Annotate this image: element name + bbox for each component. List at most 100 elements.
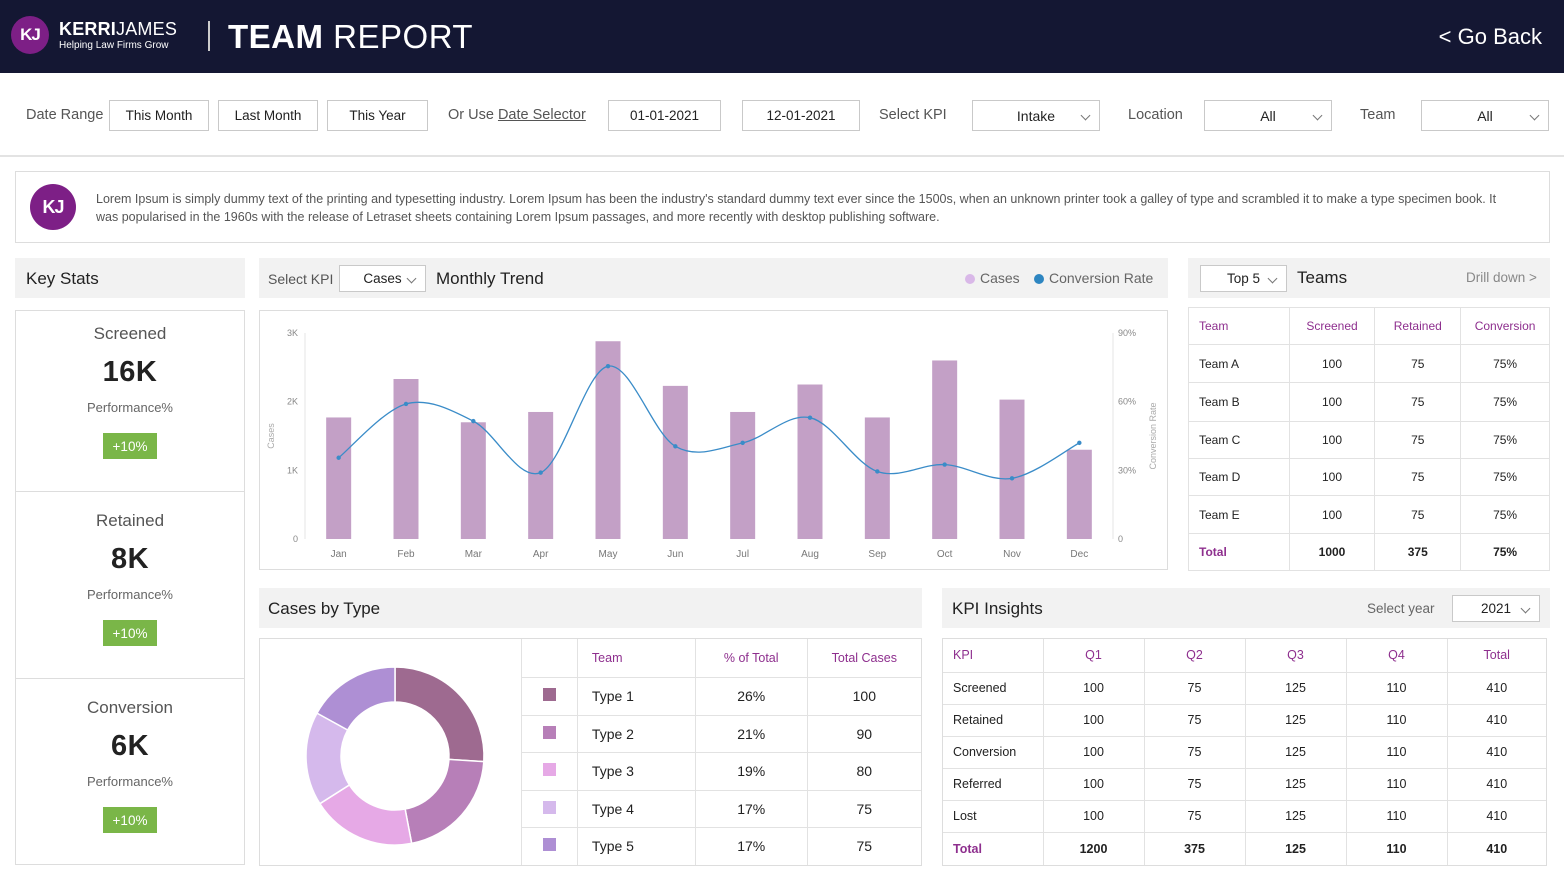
- team-dropdown[interactable]: All: [1421, 100, 1549, 131]
- kpi-dropdown[interactable]: Intake: [972, 100, 1100, 131]
- intro-logo: KJ: [30, 184, 76, 230]
- conversion-cell: 75%: [1460, 495, 1550, 534]
- table-row[interactable]: Team E 100 75 75%: [1188, 495, 1550, 534]
- table-row[interactable]: Type 1 26% 100: [521, 677, 921, 716]
- rate-point-may[interactable]: [605, 363, 611, 369]
- table-row[interactable]: Type 4 17% 75: [521, 790, 921, 828]
- bar-may[interactable]: [595, 341, 621, 539]
- total-cell: 75: [806, 827, 921, 865]
- pct-cell: 26%: [694, 677, 808, 716]
- bar-aug[interactable]: [797, 384, 823, 540]
- drill-down-link[interactable]: Drill down >: [1466, 270, 1537, 285]
- total-cell: 410: [1446, 736, 1546, 769]
- y2-tick-label: 0: [1118, 534, 1123, 544]
- bar-jan[interactable]: [326, 417, 352, 539]
- stat-change-badge: +10%: [103, 807, 157, 833]
- q1-cell: 100: [1042, 800, 1144, 833]
- donut-slice-type-2[interactable]: [404, 758, 485, 845]
- y2-tick-label: 30%: [1118, 465, 1136, 475]
- q1-cell: 100: [1042, 768, 1144, 801]
- bar-jul[interactable]: [730, 411, 756, 539]
- total-cell: 75: [806, 790, 921, 828]
- table-header-row: KPI Q1 Q2 Q3 Q4 Total: [943, 639, 1546, 673]
- teams-table: Team Screened Retained Conversion Team A…: [1188, 307, 1550, 571]
- year-dropdown[interactable]: 2021: [1452, 595, 1540, 622]
- filter-bar: [0, 73, 1564, 157]
- this-year-button[interactable]: This Year: [327, 100, 428, 131]
- table-row[interactable]: Referred 100 75 125 110 410: [943, 768, 1546, 801]
- screened-cell: 100: [1288, 458, 1376, 496]
- cases-by-type-title: Cases by Type: [268, 599, 381, 618]
- table-row[interactable]: Team D 100 75 75%: [1188, 458, 1550, 496]
- pct-cell: 17%: [694, 827, 808, 865]
- x-tick-label: May: [599, 549, 618, 560]
- total-q3-cell: 125: [1244, 832, 1346, 865]
- trend-select-kpi-label: Select KPI: [268, 271, 334, 287]
- table-row[interactable]: Type 5 17% 75: [521, 827, 921, 865]
- table-row[interactable]: Screened 100 75 125 110 410: [943, 672, 1546, 705]
- x-tick-label: Feb: [397, 549, 415, 560]
- last-month-button[interactable]: Last Month: [218, 100, 318, 131]
- x-tick-label: Oct: [937, 549, 953, 560]
- donut-slice-type-1[interactable]: [394, 666, 485, 763]
- this-month-button[interactable]: This Month: [109, 100, 209, 131]
- bar-oct[interactable]: [932, 360, 958, 539]
- total-cell: 410: [1446, 704, 1546, 737]
- column-header: Q3: [1244, 639, 1346, 673]
- rate-point-nov[interactable]: [1009, 476, 1015, 481]
- date-selector-link[interactable]: Date Selector: [497, 107, 586, 123]
- stat-value: 6K: [110, 730, 150, 762]
- table-total-row: Total 1200 375 125 110 410: [943, 832, 1546, 865]
- table-row[interactable]: Conversion 100 75 125 110 410: [943, 736, 1546, 769]
- start-date-field[interactable]: 01-01-2021: [608, 100, 721, 131]
- chevron-down-icon: [1520, 603, 1531, 614]
- q4-cell: 110: [1345, 800, 1447, 833]
- or-use-label: Or Use: [448, 107, 498, 123]
- brand-logo: KJ: [11, 16, 49, 54]
- rate-point-oct[interactable]: [942, 462, 947, 467]
- trend-kpi-dropdown[interactable]: Cases: [339, 265, 426, 292]
- rate-point-aug[interactable]: [807, 415, 813, 420]
- table-row[interactable]: Type 2 21% 90: [521, 715, 921, 753]
- team-name-cell: Team A: [1188, 344, 1290, 383]
- bar-apr[interactable]: [528, 411, 554, 539]
- bar-sep[interactable]: [864, 417, 890, 539]
- bar-jun[interactable]: [662, 385, 688, 539]
- swatch-cell: [521, 752, 578, 791]
- rate-point-jun[interactable]: [673, 444, 678, 449]
- key-stats-header: Key Stats: [15, 258, 245, 298]
- table-row[interactable]: Type 3 19% 80: [521, 752, 921, 791]
- screened-cell: 100: [1288, 421, 1376, 459]
- top-n-value: Top 5: [1226, 271, 1261, 286]
- table-row[interactable]: Team C 100 75 75%: [1188, 421, 1550, 459]
- table-header-row: Team Screened Retained Conversion: [1188, 307, 1550, 345]
- table-row[interactable]: Lost 100 75 125 110 410: [943, 800, 1546, 833]
- select-kpi-label: Select KPI: [879, 107, 947, 123]
- table-row[interactable]: Team A 100 75 75%: [1188, 344, 1550, 383]
- type-color-swatch: [542, 725, 556, 739]
- bar-dec[interactable]: [1066, 449, 1092, 539]
- q2-cell: 75: [1143, 800, 1245, 833]
- rate-point-apr[interactable]: [538, 470, 543, 475]
- table-row[interactable]: Team B 100 75 75%: [1188, 382, 1550, 422]
- bar-mar[interactable]: [460, 422, 486, 539]
- rate-point-sep[interactable]: [875, 469, 880, 474]
- rate-point-mar[interactable]: [471, 418, 476, 424]
- rate-point-jul[interactable]: [740, 440, 745, 446]
- donut-slice-type-5[interactable]: [315, 666, 396, 732]
- brand-block: KERRIJAMES Helping Law Firms Grow: [59, 19, 177, 52]
- rate-point-jan[interactable]: [336, 455, 341, 460]
- bar-nov[interactable]: [999, 399, 1025, 539]
- go-back-link[interactable]: < Go Back: [1438, 24, 1542, 49]
- top-n-dropdown[interactable]: Top 5: [1200, 265, 1287, 292]
- rate-point-feb[interactable]: [403, 401, 409, 407]
- column-header: Conversion: [1460, 307, 1550, 345]
- end-date-field[interactable]: 12-01-2021: [742, 100, 860, 131]
- rate-point-dec[interactable]: [1077, 440, 1082, 446]
- type-label-cell: Type 3: [576, 752, 696, 791]
- kpi-insights-header: KPI Insights Select year 2021: [942, 588, 1550, 628]
- location-dropdown[interactable]: All: [1204, 100, 1332, 131]
- total-cell: 410: [1446, 672, 1546, 705]
- table-row[interactable]: Retained 100 75 125 110 410: [943, 704, 1546, 737]
- y2-axis-title: Conversion Rate: [1148, 402, 1158, 469]
